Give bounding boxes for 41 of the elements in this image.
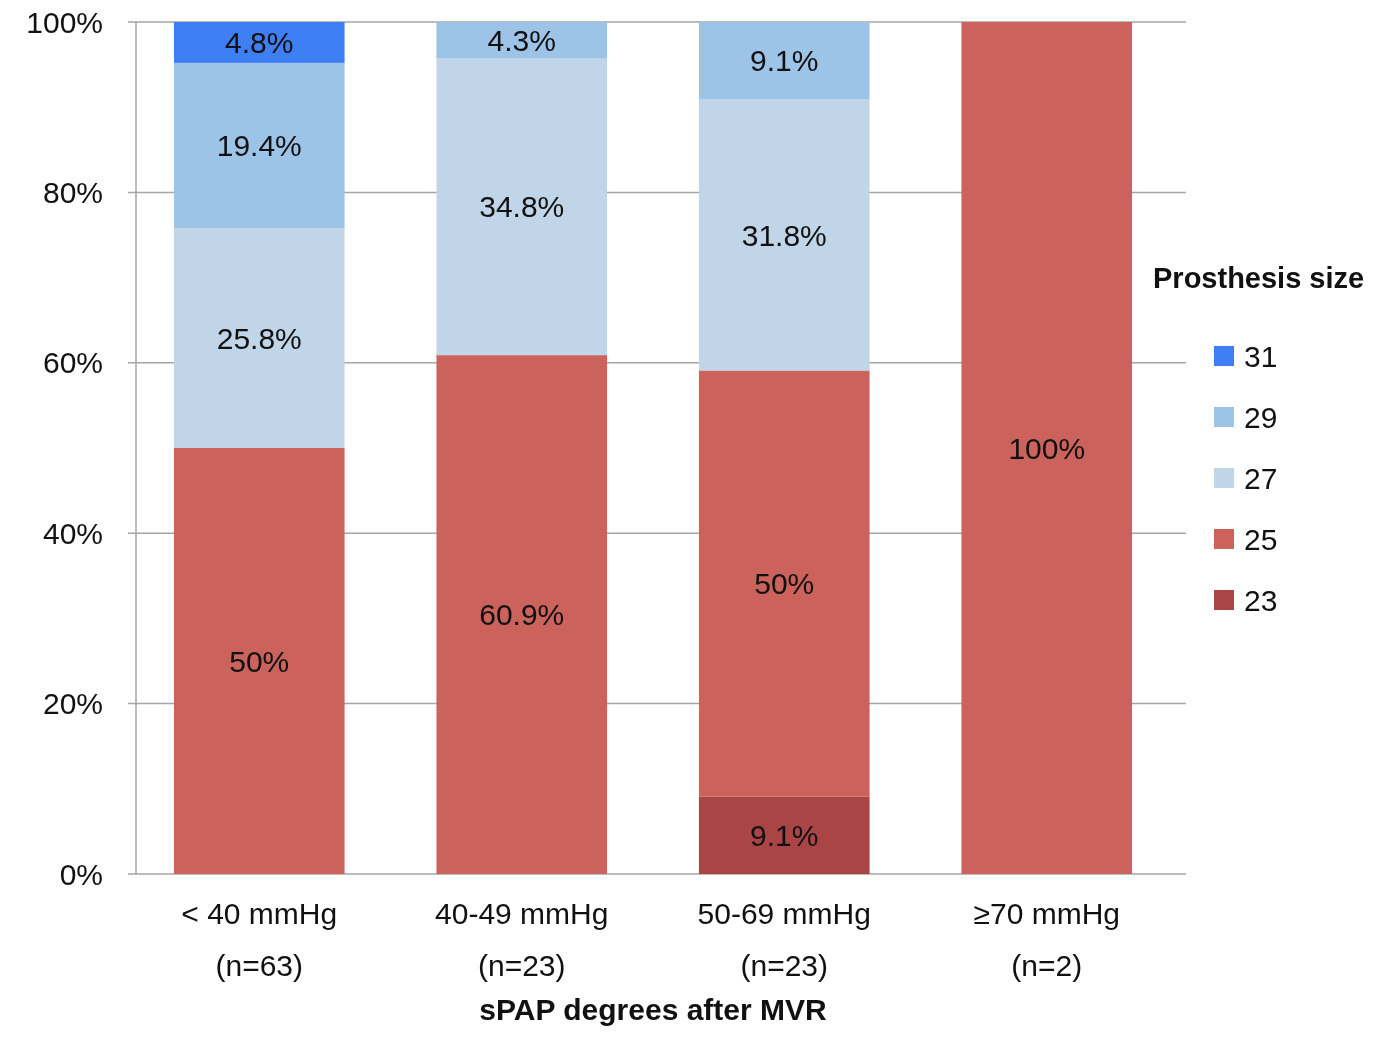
legend-label: 27 [1244, 461, 1278, 495]
data-label: 60.9% [479, 598, 565, 632]
y-tick-label: 40% [42, 516, 103, 550]
data-label: 25.8% [216, 321, 302, 355]
bar [698, 99, 870, 371]
data-label: 50% [754, 566, 815, 600]
bar [436, 58, 608, 356]
legend-label: 23 [1244, 583, 1278, 617]
y-tick-label: 0% [59, 857, 103, 891]
y-tick-label: 60% [42, 346, 103, 380]
x-axis-title: sPAP degrees after MVR [479, 993, 828, 1026]
data-label: 9.1% [750, 818, 819, 852]
bar [173, 62, 345, 229]
x-tick-label: < 40 mmHg (n=63) [181, 897, 338, 982]
data-label: 19.4% [216, 129, 302, 163]
bar [961, 22, 1133, 874]
data-label: 50% [229, 644, 290, 678]
legend-title: Prosthesis size [1153, 262, 1365, 295]
bar [173, 448, 345, 874]
y-tick-label: 80% [42, 175, 103, 209]
data-label: 100% [1008, 431, 1086, 465]
legend-label: 31 [1244, 339, 1278, 373]
bar [698, 796, 870, 874]
x-tick-label: 50-69 mmHg (n=23) [697, 897, 871, 982]
bar [698, 22, 870, 100]
data-label: 34.8% [479, 190, 565, 224]
data-label: 9.1% [750, 44, 819, 78]
bar [436, 22, 608, 59]
x-tick-label: ≥70 mmHg (n=2) [973, 897, 1120, 982]
data-label: 4.8% [225, 25, 294, 59]
bar [173, 22, 345, 63]
data-label: 31.8% [741, 218, 827, 252]
x-tick-label: 40-49 mmHg (n=23) [435, 897, 609, 982]
legend-label: 25 [1244, 522, 1278, 556]
bar [436, 355, 608, 874]
bar [173, 228, 345, 448]
y-tick-label: 20% [42, 687, 103, 721]
bar [698, 370, 870, 797]
data-label: 4.3% [487, 23, 556, 57]
y-tick-label: 100% [26, 5, 103, 39]
legend-label: 29 [1244, 400, 1278, 434]
